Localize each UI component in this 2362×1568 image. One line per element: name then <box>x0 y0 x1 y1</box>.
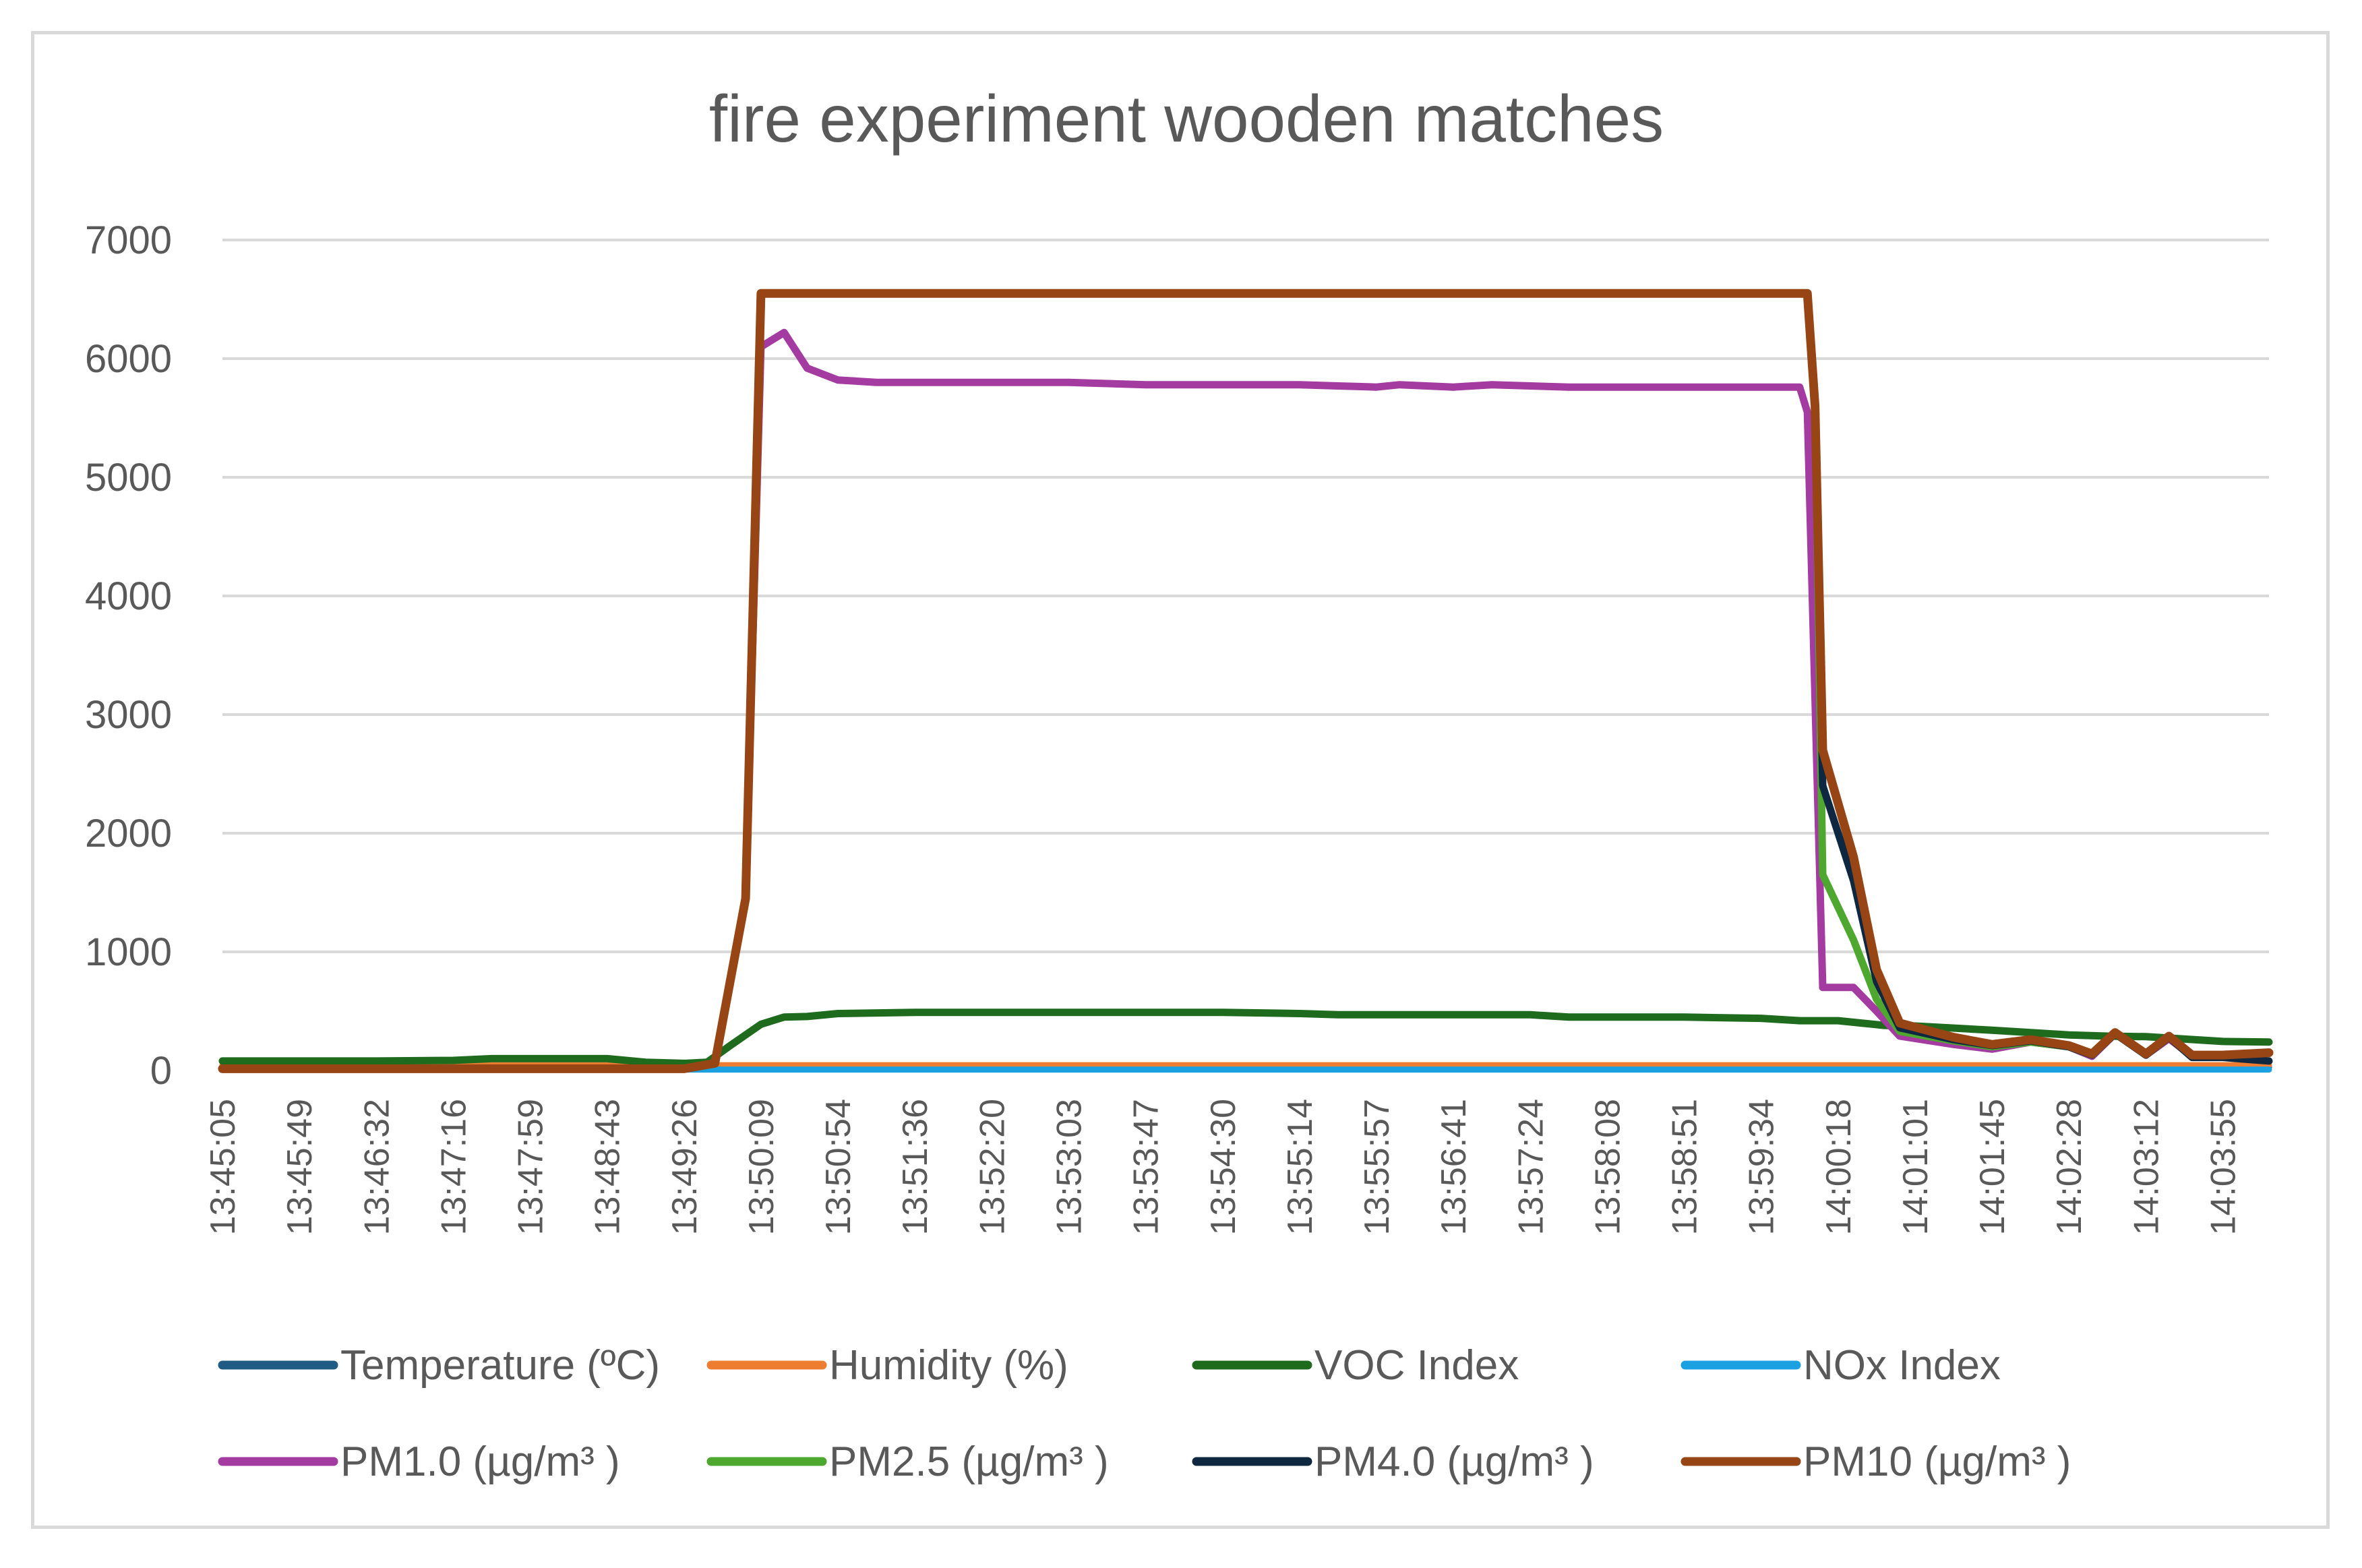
legend-label: VOC Index <box>1314 1342 1519 1389</box>
y-tick-label: 1000 <box>85 930 172 974</box>
x-tick-label: 14:01:45 <box>1973 1099 2012 1235</box>
x-tick-label: 14:01:01 <box>1896 1099 1935 1235</box>
x-tick-label: 13:58:51 <box>1666 1099 1705 1235</box>
legend-label: PM4.0 (µg/m³ ) <box>1314 1439 1594 1485</box>
x-tick-label: 13:46:32 <box>357 1099 396 1235</box>
y-tick-label: 4000 <box>85 574 172 618</box>
x-tick-label: 13:54:30 <box>1204 1099 1243 1235</box>
y-axis-ticks: 0 1000 2000 3000 4000 5000 6000 7000 <box>85 218 172 1093</box>
x-tick-label: 14:03:12 <box>2127 1099 2166 1235</box>
series-layer <box>218 289 2274 1073</box>
x-tick-label: 13:58:08 <box>1588 1099 1627 1235</box>
x-tick-label: 14:03:55 <box>2204 1099 2243 1235</box>
y-tick-label: 6000 <box>85 337 172 381</box>
y-tick-label: 5000 <box>85 456 172 500</box>
legend: Temperature (ºC) Humidity (%) VOC Index NOx… <box>218 1342 2071 1485</box>
series-line <box>218 328 2273 1073</box>
x-tick-label: 13:47:59 <box>512 1099 551 1235</box>
legend-label: PM10 (µg/m³ ) <box>1803 1439 2071 1485</box>
x-tick-label: 13:49:26 <box>665 1099 704 1235</box>
y-tick-label: 7000 <box>85 218 172 262</box>
x-tick-label: 13:45:49 <box>280 1099 320 1235</box>
x-tick-label: 13:47:16 <box>434 1099 473 1235</box>
x-tick-label: 13:53:47 <box>1127 1099 1166 1235</box>
legend-label: Humidity (%) <box>829 1342 1068 1389</box>
x-tick-label: 13:51:36 <box>896 1099 935 1235</box>
x-tick-label: 13:53:03 <box>1050 1099 1089 1235</box>
x-tick-label: 13:56:41 <box>1434 1099 1474 1235</box>
x-tick-label: 14:02:28 <box>2050 1099 2089 1235</box>
x-tick-label: 13:52:20 <box>973 1099 1012 1235</box>
legend-label: Temperature (ºC) <box>340 1342 660 1389</box>
x-tick-label: 13:50:54 <box>819 1099 858 1235</box>
y-tick-label: 2000 <box>85 812 172 855</box>
y-tick-label: 3000 <box>85 693 172 737</box>
legend-label: PM2.5 (µg/m³ ) <box>829 1439 1109 1485</box>
chart-frame <box>31 31 2330 1529</box>
chart-title: fire experiment wooden matches <box>709 82 1664 156</box>
x-tick-label: 13:59:34 <box>1743 1099 1782 1235</box>
x-tick-label: 13:48:43 <box>588 1099 628 1235</box>
legend-label: NOx Index <box>1803 1342 2001 1389</box>
grid-layer <box>222 239 2269 1072</box>
series-line <box>218 289 2274 1073</box>
x-tick-label: 14:00:18 <box>1819 1099 1858 1235</box>
x-axis-ticks: 13:45:05 13:45:49 13:46:32 13:47:16 13:47:59… <box>204 1099 2243 1235</box>
x-tick-label: 13:55:57 <box>1358 1099 1397 1235</box>
y-tick-label: 0 <box>150 1049 172 1093</box>
x-tick-label: 13:57:24 <box>1511 1099 1550 1235</box>
legend-label: PM1.0 (µg/m³ ) <box>340 1439 620 1485</box>
x-tick-label: 13:55:14 <box>1281 1099 1320 1235</box>
x-tick-label: 13:45:05 <box>204 1099 243 1235</box>
x-tick-label: 13:50:09 <box>742 1099 781 1235</box>
